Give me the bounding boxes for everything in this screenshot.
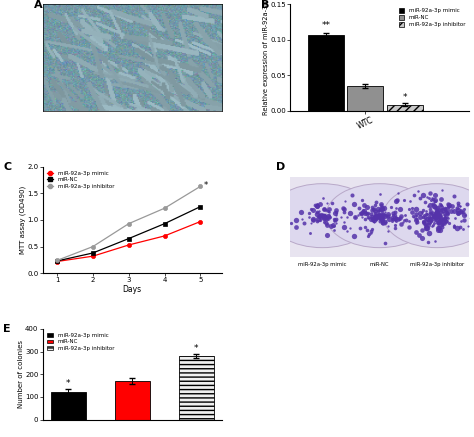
miR-NC bbox=[90, 250, 96, 256]
Text: miR-92a-3p inhibitor: miR-92a-3p inhibitor bbox=[410, 261, 464, 267]
Bar bbox=[387, 104, 423, 111]
Bar bbox=[51, 392, 86, 420]
miR-92a-3p inhibitor bbox=[162, 205, 167, 211]
miR-NC bbox=[162, 221, 167, 226]
Legend: miR-92a-3p mimic, miR-NC, miR-92a-3p inhibitor: miR-92a-3p mimic, miR-NC, miR-92a-3p inh… bbox=[46, 332, 115, 352]
Y-axis label: Number of colonies: Number of colonies bbox=[18, 340, 24, 408]
miR-92a-3p inhibitor bbox=[126, 221, 132, 226]
Text: A: A bbox=[34, 0, 42, 10]
Circle shape bbox=[268, 184, 376, 248]
miR-92a-3p inhibitor bbox=[54, 258, 60, 263]
FancyBboxPatch shape bbox=[290, 177, 469, 257]
Text: E: E bbox=[3, 324, 11, 334]
Text: *: * bbox=[194, 344, 199, 353]
miR-NC bbox=[54, 258, 60, 264]
Text: B: B bbox=[261, 0, 270, 10]
Text: *: * bbox=[66, 379, 71, 388]
Circle shape bbox=[383, 184, 474, 248]
Bar bbox=[308, 35, 344, 111]
Bar bbox=[179, 356, 214, 420]
X-axis label: Days: Days bbox=[123, 285, 142, 294]
Line: miR-92a-3p mimic: miR-92a-3p mimic bbox=[55, 219, 202, 264]
Text: C: C bbox=[3, 163, 11, 172]
Text: **: ** bbox=[321, 21, 330, 30]
Legend: miR-92a-3p mimic, miR-NC, miR-92a-3p inhibitor: miR-92a-3p mimic, miR-NC, miR-92a-3p inh… bbox=[398, 7, 466, 28]
miR-92a-3p mimic bbox=[90, 253, 96, 259]
miR-92a-3p inhibitor bbox=[198, 184, 203, 189]
miR-NC bbox=[126, 236, 132, 241]
Line: miR-92a-3p inhibitor: miR-92a-3p inhibitor bbox=[55, 184, 202, 263]
miR-92a-3p mimic bbox=[54, 259, 60, 264]
Text: D: D bbox=[276, 163, 285, 172]
miR-92a-3p mimic bbox=[198, 219, 203, 224]
Bar bbox=[347, 86, 383, 111]
Text: miR-92a-3p mimic: miR-92a-3p mimic bbox=[298, 261, 346, 267]
Y-axis label: Relative expression of miR-92a-3p: Relative expression of miR-92a-3p bbox=[263, 0, 269, 115]
Legend: miR-92a-3p mimic, miR-NC, miR-92a-3p inhibitor: miR-92a-3p mimic, miR-NC, miR-92a-3p inh… bbox=[46, 170, 115, 190]
miR-NC bbox=[198, 204, 203, 209]
miR-92a-3p inhibitor bbox=[90, 244, 96, 249]
Bar bbox=[115, 381, 150, 420]
Text: miR-NC: miR-NC bbox=[370, 261, 389, 267]
Text: *: * bbox=[402, 93, 407, 102]
Line: miR-NC: miR-NC bbox=[55, 205, 202, 263]
Y-axis label: MTT assay (OD490): MTT assay (OD490) bbox=[19, 186, 26, 254]
Text: *: * bbox=[204, 181, 208, 190]
Circle shape bbox=[326, 184, 433, 248]
miR-92a-3p mimic bbox=[126, 243, 132, 248]
miR-92a-3p mimic bbox=[162, 233, 167, 239]
